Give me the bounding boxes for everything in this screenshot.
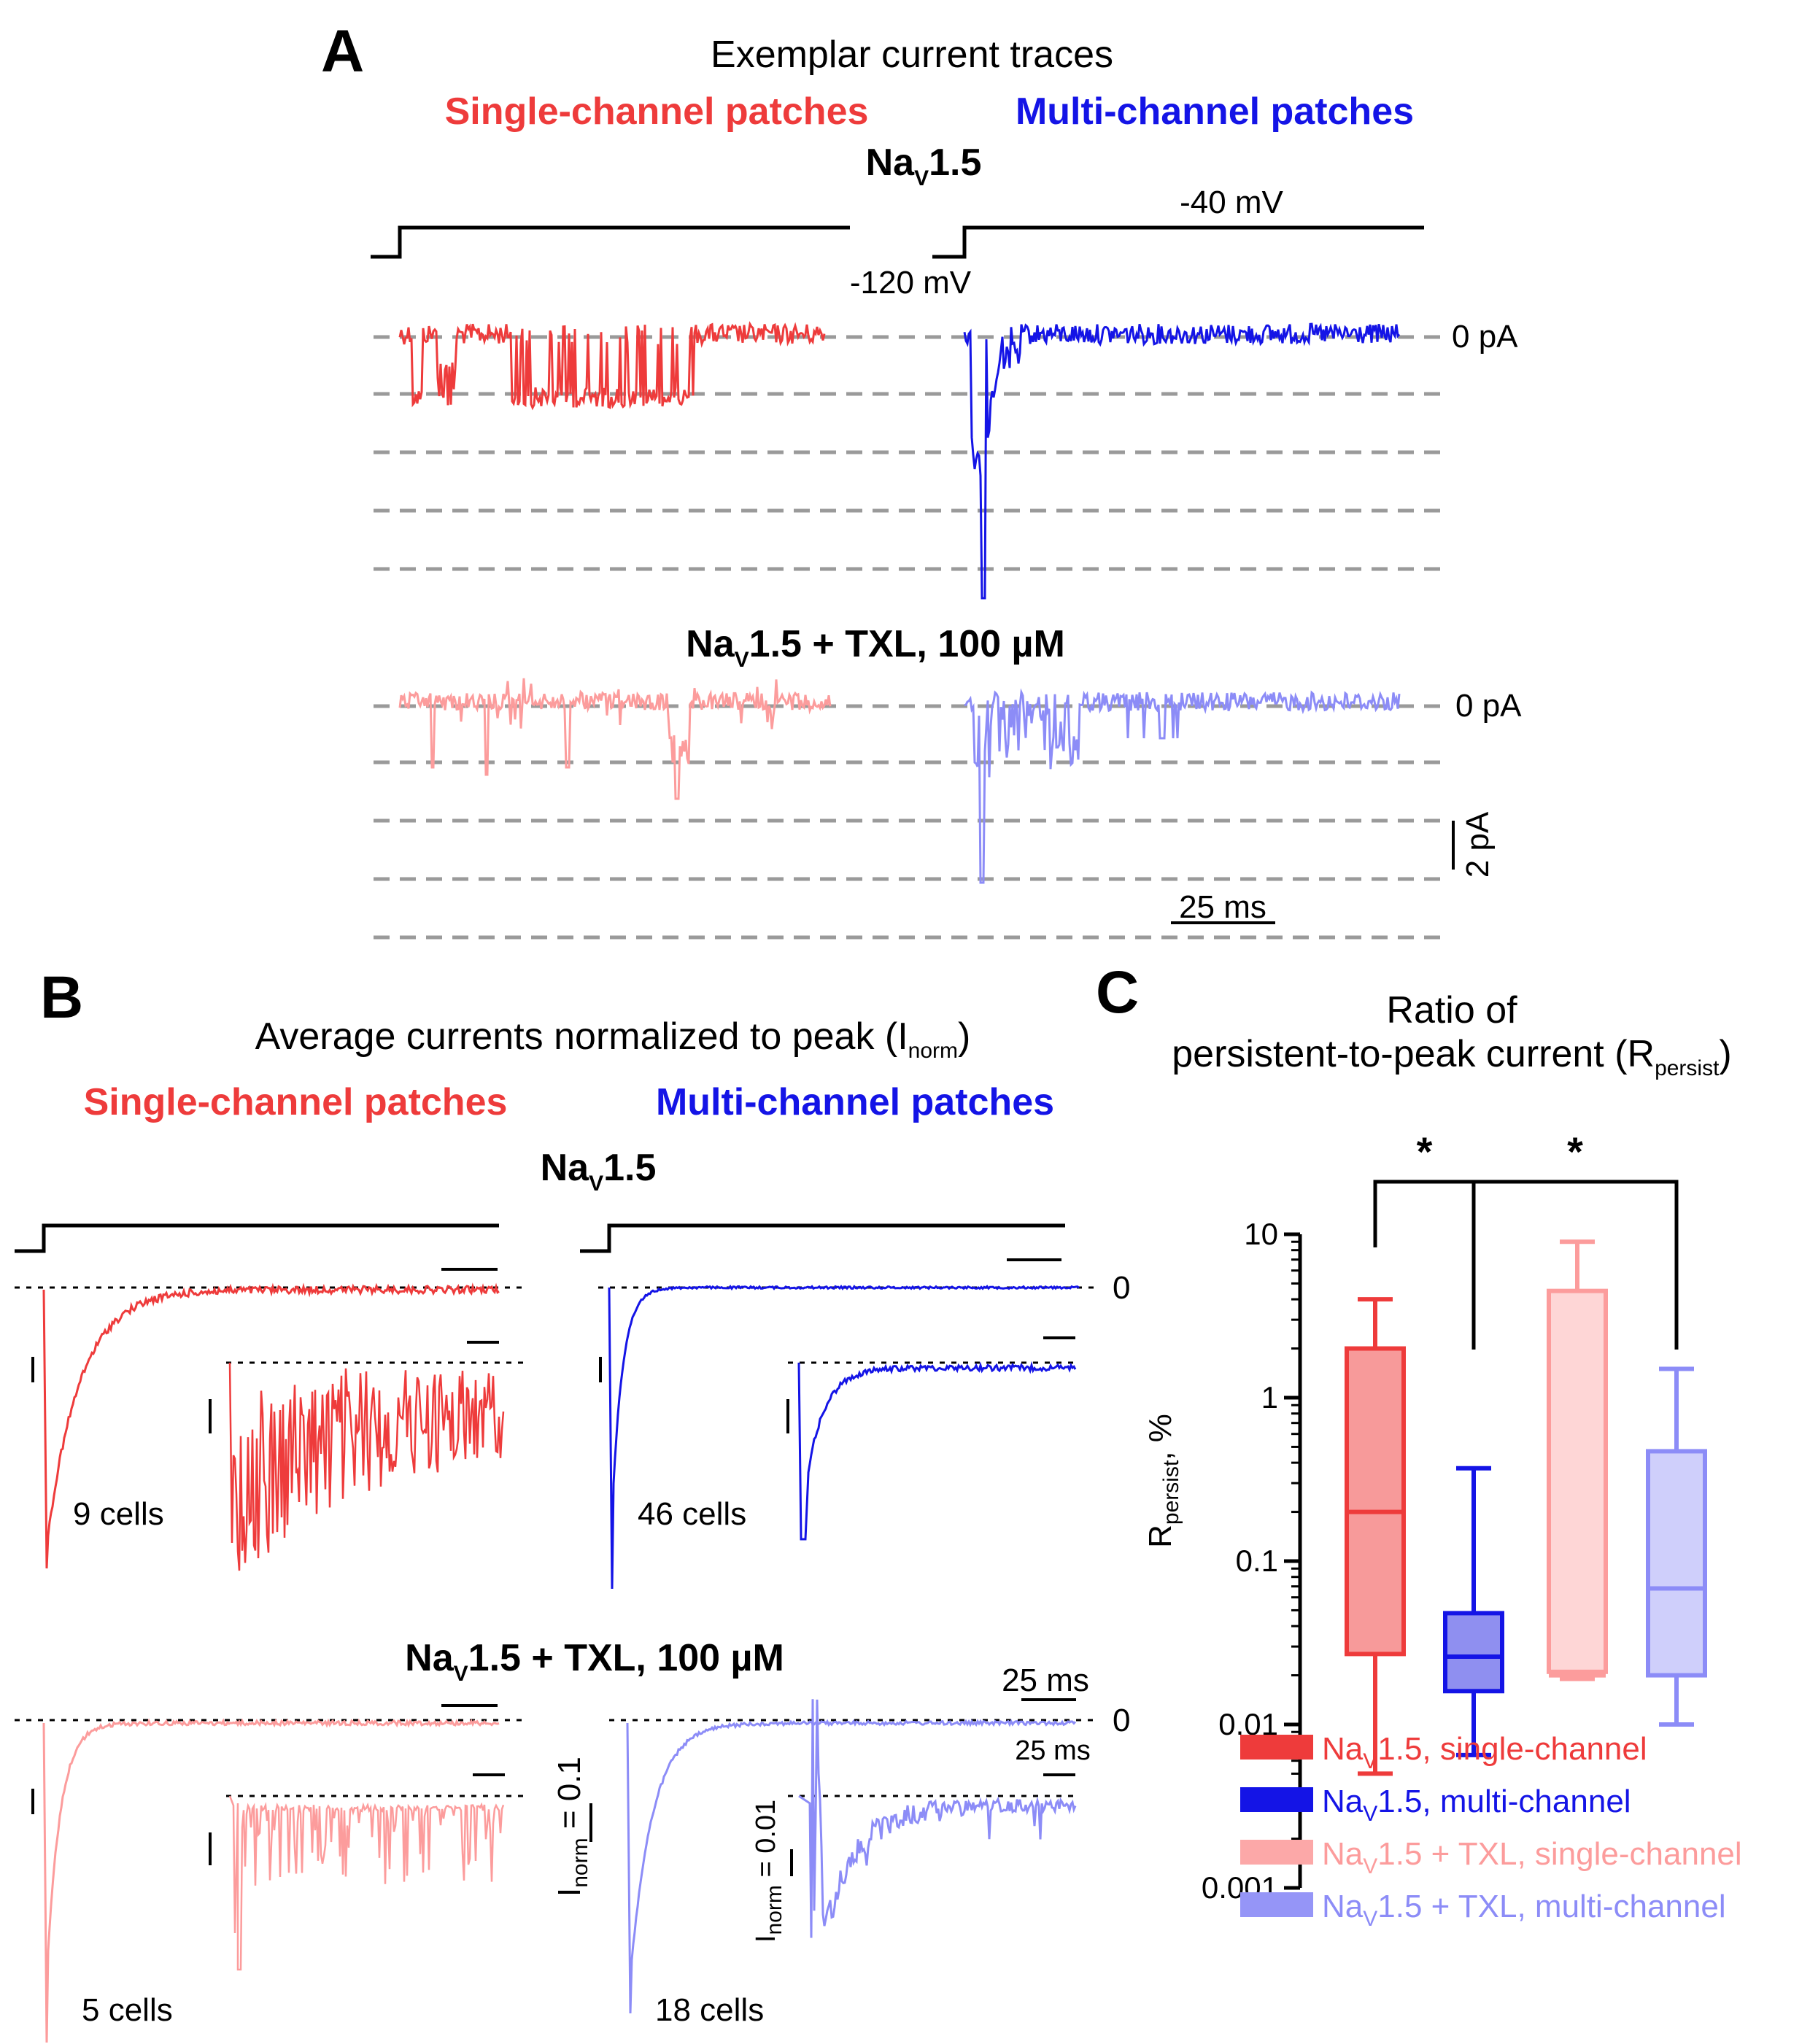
panel-a-bottom-gridlines: [374, 704, 1448, 940]
legend-swatch: [1240, 1840, 1313, 1865]
b-scale-inorm-01: Inorm = 0.1: [552, 1757, 592, 1897]
b-voltage-protocol-multi: [580, 1223, 1065, 1253]
legend: NaV1.5, single-channel NaV1.5, multi-chan…: [1240, 1731, 1742, 1931]
significance-star: *: [1567, 1129, 1583, 1174]
panel-b-letter: B: [40, 964, 83, 1031]
panel-a-title: Exemplar current traces: [711, 34, 1113, 76]
cells-count-multi-txl: 18 cells: [655, 1992, 764, 2028]
y-tick-label: 0.1: [1236, 1544, 1278, 1578]
box-iqr: [1646, 1449, 1707, 1678]
panel-b-scale-bars: [31, 1258, 1076, 1876]
cells-count-multi-control: 46 cells: [638, 1496, 746, 1532]
b-zero-label-top: 0: [1113, 1270, 1130, 1306]
panel-c-title-line2: persistent-to-peak current (Rpersist): [1172, 1033, 1732, 1080]
box-iqr: [1345, 1346, 1406, 1657]
voltage-protocol-multi: [932, 225, 1424, 259]
legend-swatch: [1240, 1892, 1313, 1917]
avg-inset-single-control: [228, 1362, 505, 1571]
voltage-step-label: -40 mV: [1180, 185, 1283, 220]
panel-b-single-heading: Single-channel patches: [84, 1081, 508, 1123]
b-scale-inorm-001: Inorm = 0.01: [751, 1800, 786, 1943]
panel-a-multi-heading: Multi-channel patches: [1016, 90, 1414, 133]
legend-label: NaV1.5 + TXL, multi-channel: [1322, 1889, 1726, 1931]
legend-label: NaV1.5 + TXL, single-channel: [1322, 1836, 1742, 1878]
zero-pa-label-bottom: 0 pA: [1455, 688, 1522, 724]
trace-single-channel-txl: [398, 678, 832, 800]
legend-label: NaV1.5, single-channel: [1322, 1731, 1647, 1773]
b-cond2-title: NaV1.5 + TXL, 100 µM: [405, 1637, 784, 1686]
y-tick-label: 1: [1261, 1380, 1278, 1414]
panel-a-top-gridlines: [374, 335, 1448, 571]
y-axis-label: Rpersist, %: [1142, 1414, 1183, 1548]
avg-trace-multi-control: [608, 1285, 1080, 1590]
significance-star: *: [1417, 1129, 1433, 1174]
avg-trace-single-control: [42, 1282, 500, 1569]
panel-c-title-line1: Ratio of: [1386, 989, 1517, 1031]
legend-swatch: [1240, 1735, 1313, 1760]
avg-inset-single-txl: [228, 1795, 505, 1971]
trace-multi-channel-txl: [964, 688, 1401, 884]
b-scale-25ms-label-2: 25 ms: [1015, 1735, 1090, 1766]
cells-count-single-control: 9 cells: [73, 1496, 164, 1532]
panel-c-letter: C: [1096, 959, 1139, 1026]
trace-multi-channel-control: [963, 322, 1401, 600]
scale-bar-2pa-label: 2 pA: [1460, 811, 1496, 878]
voltage-protocol-single: [371, 225, 850, 259]
avg-inset-multi-control: [797, 1360, 1077, 1541]
significance-bracket: [1373, 1180, 1476, 1350]
b-scale-25ms-label-1: 25 ms: [1002, 1662, 1089, 1698]
avg-inset-multi-txl: [798, 1699, 1077, 1938]
panel-a-single-heading: Single-channel patches: [445, 90, 869, 133]
cells-count-single-txl: 5 cells: [82, 1992, 173, 2028]
significance-bracket: [1471, 1180, 1679, 1350]
panel-b-title: Average currents normalized to peak (Ino…: [255, 1015, 971, 1063]
legend-swatch: [1240, 1787, 1313, 1812]
scale-bar-25ms-a-label: 25 ms: [1179, 889, 1266, 925]
b-voltage-protocol-single: [15, 1223, 499, 1253]
y-tick-label: 10: [1244, 1217, 1278, 1251]
box-iqr: [1547, 1288, 1608, 1674]
b-zero-label-bottom: 0: [1113, 1703, 1130, 1738]
panel-b-cond1-title: NaV1.5: [541, 1147, 657, 1196]
zero-pa-label-top: 0 pA: [1452, 319, 1518, 355]
box-iqr: [1443, 1611, 1504, 1694]
panel-a-letter: A: [321, 18, 364, 85]
panel-b-multi-heading: Multi-channel patches: [656, 1081, 1054, 1123]
voltage-hold-label: -120 mV: [850, 265, 972, 301]
avg-trace-single-txl: [42, 1718, 500, 2043]
legend-label: NaV1.5, multi-channel: [1322, 1784, 1631, 1826]
panel-a-cond1-title: NaV1.5: [866, 142, 982, 190]
panel-b-zero-lines: [15, 1286, 1098, 1797]
panel-a-cond2-title: NaV1.5 + TXL, 100 µM: [686, 623, 1065, 672]
avg-trace-multi-txl: [626, 1719, 1077, 2014]
trace-single-channel-control: [398, 321, 826, 411]
